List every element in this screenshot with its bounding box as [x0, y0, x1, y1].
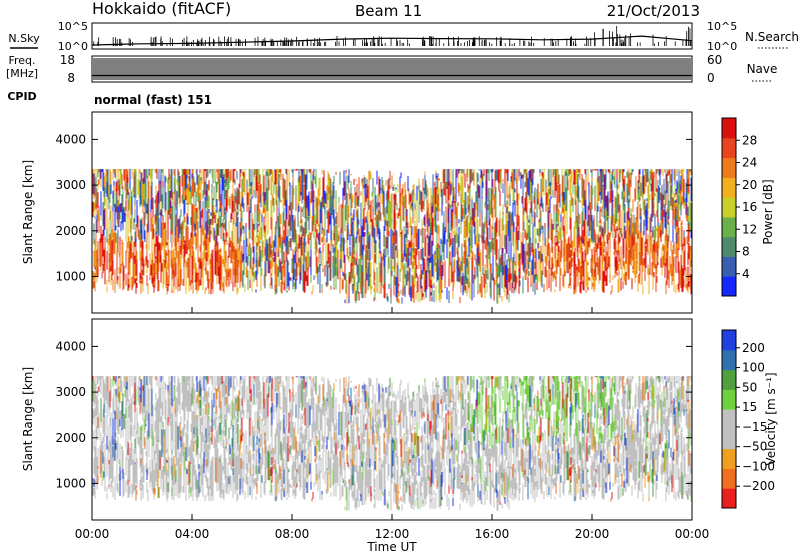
nave-tick-bottom: 0	[707, 71, 715, 85]
power-heatmap-cells	[91, 169, 692, 304]
noise-tick-right-top: 10^5	[707, 20, 737, 33]
nave-tick-top: 60	[707, 53, 722, 67]
cpid-text: normal (fast) 151	[94, 93, 212, 107]
nsearch-label: N.Search	[745, 30, 799, 44]
beam-title: Beam 11	[355, 2, 422, 20]
noise-series	[91, 26, 693, 46]
nsky-label: N.Sky	[8, 32, 40, 45]
date-title: 21/Oct/2013	[607, 2, 700, 20]
station-title: Hokkaido (fitACF)	[92, 0, 231, 18]
freq-tick-top: 18	[60, 53, 75, 67]
noise-tick-left-top: 10^5	[58, 20, 88, 33]
freq-tick-bottom: 8	[67, 71, 75, 85]
freq-unit-label: [MHz]	[6, 67, 38, 80]
noise-panel-frame	[91, 22, 693, 50]
noise-tick-right-bottom: 10^0	[707, 40, 737, 53]
cpid-label: CPID	[7, 90, 36, 103]
nave-label: Nave	[747, 62, 778, 76]
nsky-line	[91, 35, 693, 46]
noise-tick-left-bottom: 10^0	[58, 40, 88, 53]
freq-series	[91, 58, 692, 80]
freq-label: Freq.	[8, 54, 35, 67]
